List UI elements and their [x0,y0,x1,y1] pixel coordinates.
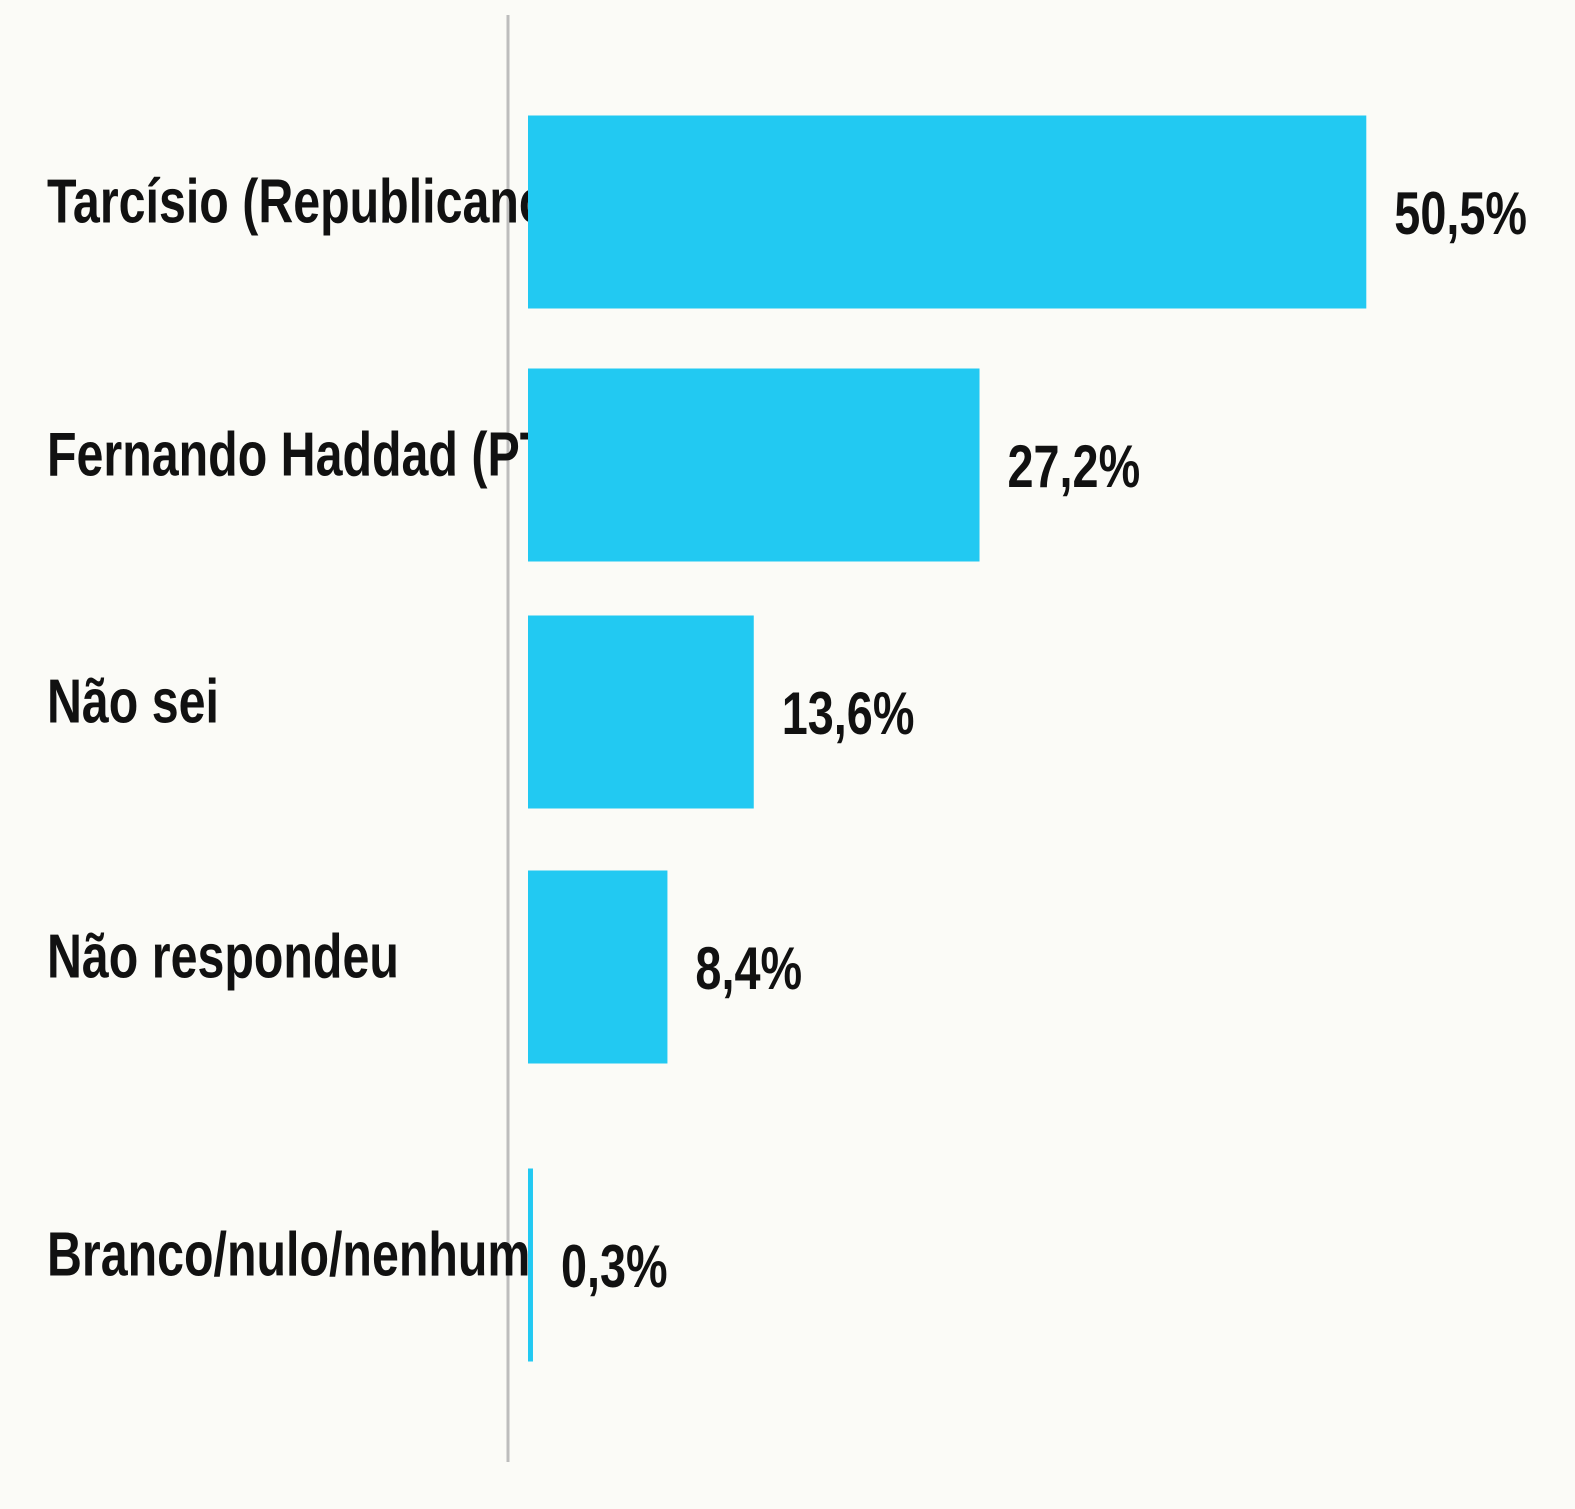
bar [528,870,668,1064]
bar [528,115,1367,309]
value-label: 27,2% [1008,433,1141,500]
category-label: Tarcísio (Republicanos) [47,167,591,236]
value-label: 13,6% [782,680,915,747]
bar [528,615,754,809]
category-label: Fernando Haddad (PT) [47,420,565,489]
value-label: 50,5% [1394,180,1527,247]
value-label: 0,3% [561,1233,668,1300]
bar [528,368,980,562]
category-label: Não sei [47,667,219,736]
category-label: Não respondeu [47,922,399,991]
category-label: Branco/nulo/nenhum [47,1220,530,1289]
bar [528,1168,533,1362]
value-label: 8,4% [695,935,802,1002]
